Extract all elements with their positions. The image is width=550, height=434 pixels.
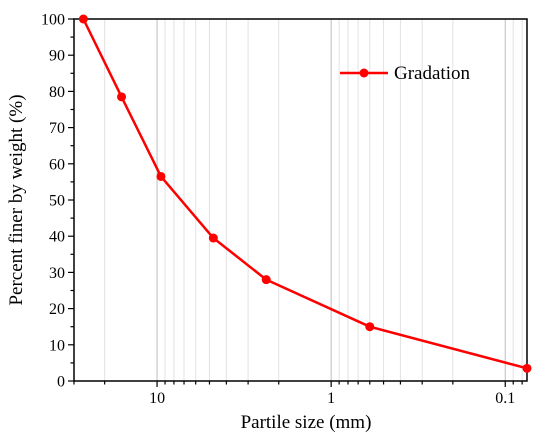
axis-ticks: 10 1 0.1 0 10 20 30 40 50 60 70 80 90 100 bbox=[41, 12, 523, 407]
y-tick-label: 60 bbox=[49, 156, 65, 173]
y-tick-label: 80 bbox=[49, 84, 65, 101]
x-tick-label: 1 bbox=[327, 390, 335, 407]
legend-marker bbox=[359, 68, 369, 78]
y-axis-title: Percent finer by weight (%) bbox=[6, 94, 27, 305]
legend: Gradation bbox=[340, 63, 470, 84]
x-tick-label: 10 bbox=[149, 390, 165, 407]
data-point bbox=[156, 171, 166, 181]
y-tick-label: 100 bbox=[41, 12, 65, 29]
y-tick-label: 20 bbox=[49, 301, 65, 318]
data-point bbox=[365, 322, 375, 332]
x-axis-title: Partile size (mm) bbox=[241, 412, 372, 433]
y-tick-label: 90 bbox=[49, 48, 65, 65]
y-tick-label: 10 bbox=[49, 337, 65, 354]
legend-label-gradation: Gradation bbox=[394, 63, 470, 84]
data-point bbox=[522, 363, 532, 373]
data-point bbox=[78, 14, 88, 24]
y-tick-label: 40 bbox=[49, 229, 65, 246]
data-point bbox=[208, 233, 218, 243]
x-tick-label: 0.1 bbox=[495, 390, 515, 407]
y-tick-label: 0 bbox=[57, 374, 65, 391]
y-tick-label: 50 bbox=[49, 193, 65, 210]
data-point bbox=[261, 275, 271, 285]
grid-lines bbox=[73, 19, 523, 381]
y-tick-label: 30 bbox=[49, 265, 65, 282]
series-layer bbox=[78, 14, 532, 373]
data-point bbox=[117, 92, 127, 102]
y-tick-label: 70 bbox=[49, 120, 65, 137]
